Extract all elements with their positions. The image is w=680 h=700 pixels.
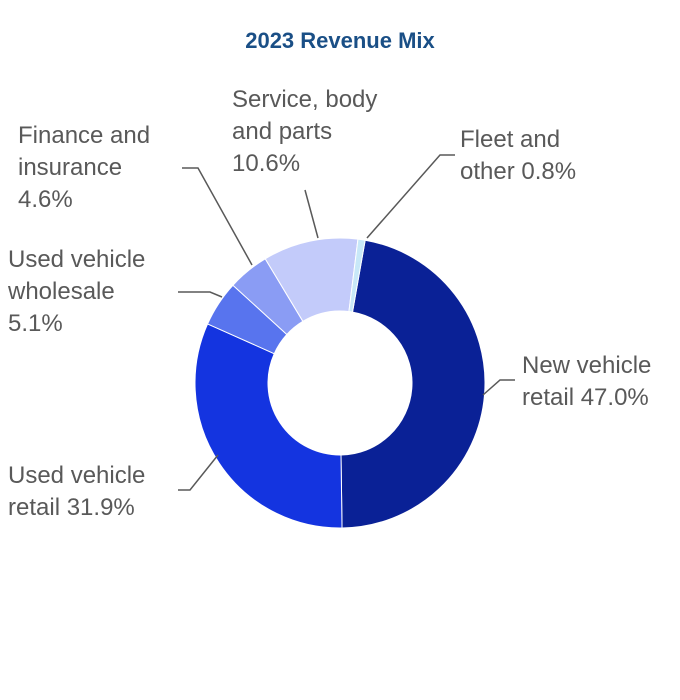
category-label: Service, body and parts (232, 86, 378, 145)
leader-line (178, 291, 223, 298)
value-label: 5.1% (8, 310, 63, 337)
donut-slice (340, 239, 486, 529)
donut (194, 237, 486, 529)
value-label: 4.6% (18, 186, 73, 213)
value-label: 10.6% (232, 150, 301, 177)
slice-label: Service, body and parts 10.6% (232, 84, 378, 180)
leader-line (304, 189, 319, 239)
leader-line (178, 454, 219, 491)
slice-label: Finance and insurance 4.6% (18, 120, 168, 216)
slice-label: Used vehicle wholesale 5.1% (8, 244, 166, 340)
value-label: 0.8% (521, 158, 577, 185)
leader-line (482, 379, 515, 396)
category-label: Finance and insurance (18, 122, 151, 181)
slice-label: Fleet and other 0.8% (460, 124, 600, 188)
chart-title: 2023 Revenue Mix (245, 28, 435, 53)
category-label: Used vehicle wholesale (8, 246, 146, 305)
leader-line (366, 154, 455, 239)
slice-label: New vehicle retail 47.0% (522, 350, 672, 414)
donut-slice (194, 323, 343, 529)
leader-line (182, 167, 253, 266)
category-label: New vehicle retail (522, 352, 652, 411)
category-label: Used vehicle retail (8, 462, 146, 521)
value-label: 31.9% (66, 494, 135, 521)
category-label: Fleet and other (460, 126, 561, 185)
donut-slice (348, 238, 366, 313)
slice-label: Used vehicle retail 31.9% (8, 460, 183, 524)
value-label: 47.0% (580, 384, 649, 411)
